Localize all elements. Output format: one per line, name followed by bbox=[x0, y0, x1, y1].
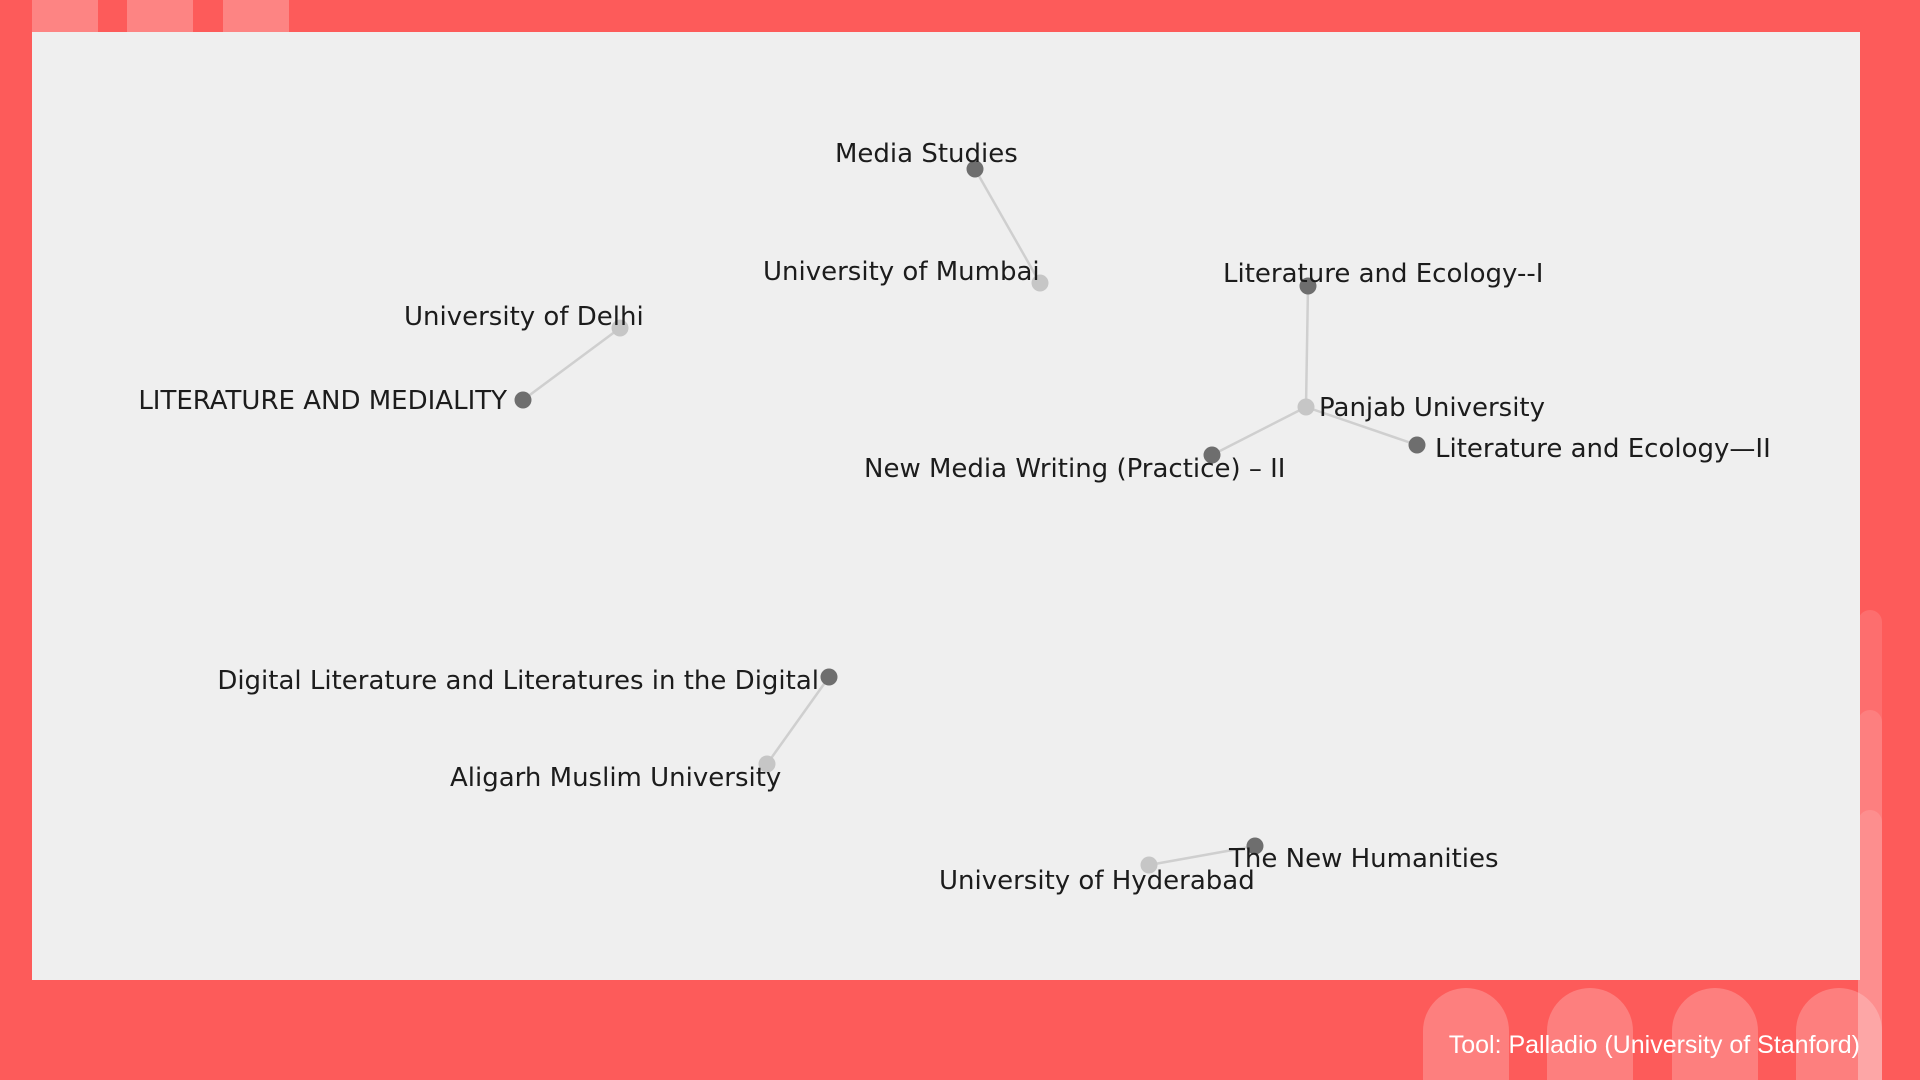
node-dot-literature-and-ecology-2[interactable] bbox=[1408, 436, 1426, 454]
node-label-media-studies: Media Studies bbox=[835, 139, 1018, 169]
node-new-media-writing[interactable]: New Media Writing (Practice) – II bbox=[864, 446, 1285, 485]
decor-tab-3 bbox=[223, 0, 289, 32]
network-graph: Media Studies University of Mumbai Literat… bbox=[138, 139, 1770, 896]
node-label-new-media-writing: New Media Writing (Practice) – II bbox=[864, 454, 1285, 484]
edge-university-of-delhi-to-literature-and-mediality bbox=[522, 326, 621, 402]
node-panjab-university[interactable]: Panjab University bbox=[1297, 393, 1546, 423]
decor-edge-1 bbox=[1858, 610, 1882, 1080]
node-label-university-of-mumbai: University of Mumbai bbox=[763, 257, 1040, 287]
decor-edge-2 bbox=[1858, 710, 1882, 1080]
node-dot-digital-literature[interactable] bbox=[820, 668, 838, 686]
node-literature-and-ecology-2[interactable]: Literature and Ecology—II bbox=[1408, 434, 1771, 464]
node-dot-media-studies[interactable] bbox=[966, 160, 984, 178]
node-aligarh-muslim-university[interactable]: Aligarh Muslim University bbox=[450, 755, 781, 794]
node-dot-new-media-writing[interactable] bbox=[1203, 446, 1221, 464]
node-label-literature-and-mediality: LITERATURE AND MEDIALITY bbox=[138, 386, 507, 416]
node-label-literature-and-ecology-2: Literature and Ecology—II bbox=[1435, 434, 1771, 464]
node-university-of-delhi[interactable]: University of Delhi bbox=[404, 302, 644, 337]
node-media-studies[interactable]: Media Studies bbox=[835, 139, 1018, 178]
edges-layer bbox=[522, 168, 1418, 867]
node-literature-and-mediality[interactable]: LITERATURE AND MEDIALITY bbox=[138, 386, 532, 416]
decor-tab-2 bbox=[127, 0, 193, 32]
network-graph-panel: Media Studies University of Mumbai Literat… bbox=[32, 32, 1860, 980]
node-digital-literature[interactable]: Digital Literature and Literatures in th… bbox=[217, 666, 838, 696]
node-university-of-mumbai[interactable]: University of Mumbai bbox=[763, 257, 1049, 292]
edge-digital-literature-to-aligarh-muslim-university bbox=[765, 676, 831, 765]
nodes-layer: Media Studies University of Mumbai Literat… bbox=[138, 139, 1770, 896]
node-the-new-humanities[interactable]: The New Humanities bbox=[1228, 837, 1499, 875]
node-dot-panjab-university[interactable] bbox=[1297, 398, 1315, 416]
edge-panjab-university-to-literature-and-ecology-2 bbox=[1305, 405, 1418, 447]
decor-bar-1 bbox=[1423, 988, 1509, 1080]
node-dot-university-of-delhi[interactable] bbox=[611, 319, 629, 337]
decor-bar-3 bbox=[1672, 988, 1758, 1080]
node-dot-university-of-mumbai[interactable] bbox=[1031, 274, 1049, 292]
edge-literature-and-ecology-1-to-panjab-university bbox=[1304, 285, 1310, 408]
node-label-aligarh-muslim-university: Aligarh Muslim University bbox=[450, 763, 781, 793]
node-label-university-of-hyderabad: University of Hyderabad bbox=[939, 866, 1255, 896]
decor-edge-3 bbox=[1858, 810, 1882, 1080]
decor-bar-4 bbox=[1796, 988, 1882, 1080]
edge-media-studies-to-university-of-mumbai bbox=[973, 168, 1042, 284]
decor-bar-2 bbox=[1547, 988, 1633, 1080]
node-literature-and-ecology-1[interactable]: Literature and Ecology--I bbox=[1223, 259, 1543, 295]
node-dot-literature-and-ecology-1[interactable] bbox=[1299, 277, 1317, 295]
node-label-the-new-humanities: The New Humanities bbox=[1228, 844, 1499, 874]
node-university-of-hyderabad[interactable]: University of Hyderabad bbox=[939, 856, 1255, 897]
tool-credit: Tool: Palladio (University of Stanford) bbox=[1448, 1031, 1860, 1059]
node-dot-literature-and-mediality[interactable] bbox=[514, 391, 532, 409]
node-dot-aligarh-muslim-university[interactable] bbox=[758, 755, 776, 773]
node-label-digital-literature: Digital Literature and Literatures in th… bbox=[217, 666, 819, 696]
node-label-panjab-university: Panjab University bbox=[1319, 393, 1545, 423]
node-dot-the-new-humanities[interactable] bbox=[1246, 837, 1264, 855]
node-dot-university-of-hyderabad[interactable] bbox=[1140, 856, 1158, 874]
decor-tab-1 bbox=[32, 0, 98, 32]
node-label-university-of-delhi: University of Delhi bbox=[404, 302, 644, 332]
edge-the-new-humanities-to-university-of-hyderabad bbox=[1148, 844, 1256, 867]
edge-panjab-university-to-new-media-writing bbox=[1211, 405, 1307, 457]
node-label-literature-and-ecology-1: Literature and Ecology--I bbox=[1223, 259, 1543, 289]
